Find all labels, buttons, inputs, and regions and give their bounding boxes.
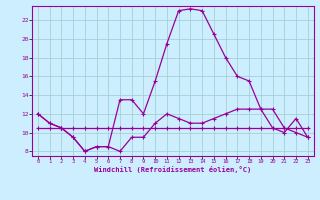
- X-axis label: Windchill (Refroidissement éolien,°C): Windchill (Refroidissement éolien,°C): [94, 166, 252, 173]
